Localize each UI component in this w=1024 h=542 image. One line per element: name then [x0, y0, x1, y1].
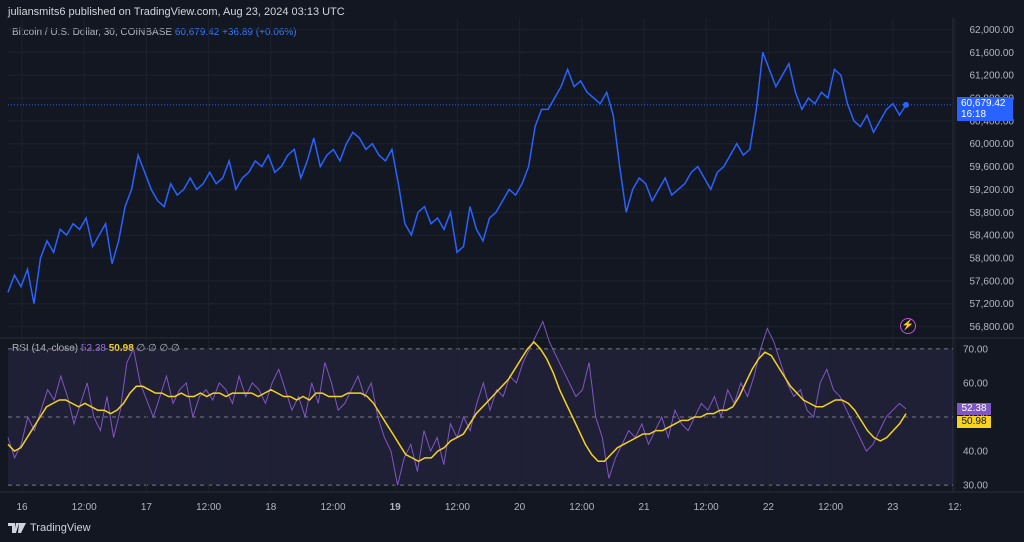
rsi-tick-label: 30.00 [963, 481, 988, 492]
time-tick-label: 17 [141, 502, 153, 513]
rsi-value-tag: 52.38 [957, 403, 991, 415]
time-tick-label: 12:00 [569, 502, 594, 513]
publisher-header: juliansmits6 published on TradingView.co… [8, 6, 345, 18]
last-price: 60,679.42 [174, 27, 220, 38]
rsi-tick-label: 40.00 [963, 447, 988, 458]
rsi-tick-label: 70.00 [963, 344, 988, 355]
time-tick-label: 12:00 [445, 502, 470, 513]
rsi-tick-label: 60.00 [963, 378, 988, 389]
price-tick-label: 58,400.00 [970, 231, 1015, 242]
price-legend[interactable]: Bitcoin / U.S. Dollar, 30, COINBASE 60,6… [12, 27, 297, 38]
price-tick-label: 58,000.00 [970, 254, 1015, 265]
price-tick-label: 59,600.00 [970, 162, 1015, 173]
time-tick-label: 12:00 [818, 502, 843, 513]
time-tick-label: 21 [638, 502, 650, 513]
ma-value-tag: 50.98 [957, 416, 991, 428]
time-tick-label: 12:00 [72, 502, 97, 513]
rsi-value: 52.38 [80, 343, 106, 354]
price-tick-label: 60,000.00 [970, 139, 1015, 150]
rsi-empty-symbols: ∅ ∅ ∅ ∅ [136, 343, 180, 354]
price-tick-label: 59,200.00 [970, 185, 1015, 196]
price-tick-label: 60,400.00 [970, 116, 1015, 127]
price-change: +36.89 (+0.06%) [222, 27, 297, 38]
lightning-icon[interactable]: ⚡ [900, 318, 916, 334]
price-tick-label: 61,600.00 [970, 48, 1015, 59]
time-tick-label: 12:00 [694, 502, 719, 513]
symbol-label: Bitcoin / U.S. Dollar, 30, COINBASE [12, 27, 173, 38]
last-price-dot [903, 101, 909, 108]
price-tick-label: 61,200.00 [970, 71, 1015, 82]
current-price-tag: 60,679.42 16:18 [957, 97, 1013, 121]
price-series-line [7, 52, 907, 304]
time-tick-label: 12: [948, 502, 962, 513]
time-tick-label: 22 [763, 502, 775, 513]
tradingview-footer[interactable]: TradingView [8, 522, 91, 534]
price-tick-label: 57,600.00 [970, 276, 1015, 287]
tradingview-logo-icon [8, 523, 26, 533]
price-tick-label: 56,800.00 [970, 322, 1015, 333]
time-tick-label: 23 [887, 502, 899, 513]
time-tick-label: 12:00 [196, 502, 221, 513]
time-tick-label: 19 [390, 502, 402, 513]
time-tick-label: 12:00 [320, 502, 345, 513]
brand-label: TradingView [30, 522, 91, 534]
time-tick-label: 16 [16, 502, 28, 513]
price-tick-label: 58,800.00 [970, 208, 1015, 219]
time-tick-label: 20 [514, 502, 526, 513]
time-tick-label: 18 [265, 502, 277, 513]
rsi-ma-series-line [7, 340, 907, 463]
rsi-name: RSI (14, close) [12, 343, 79, 354]
price-tag-value: 60,679.42 [961, 98, 1006, 109]
price-tick-label: 57,200.00 [970, 299, 1015, 310]
price-tag-countdown: 16:18 [961, 109, 987, 120]
price-tick-label: 62,000.00 [970, 25, 1015, 36]
